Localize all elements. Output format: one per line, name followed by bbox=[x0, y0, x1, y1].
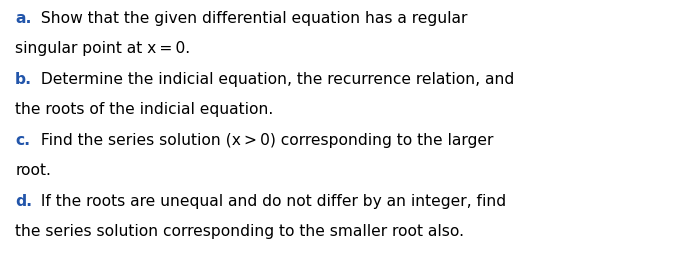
Text: singular point at x = 0.: singular point at x = 0. bbox=[15, 41, 191, 56]
Text: root.: root. bbox=[15, 163, 51, 178]
Text: Determine the indicial equation, the recurrence relation, and: Determine the indicial equation, the rec… bbox=[36, 72, 514, 87]
Text: c.: c. bbox=[15, 133, 30, 148]
Text: If the roots are unequal and do not differ by an integer, find: If the roots are unequal and do not diff… bbox=[36, 194, 506, 209]
Text: Show that the given differential equation has a regular: Show that the given differential equatio… bbox=[36, 11, 467, 26]
Text: b.: b. bbox=[15, 72, 32, 87]
Text: Find the series solution (x > 0) corresponding to the larger: Find the series solution (x > 0) corresp… bbox=[36, 133, 493, 148]
Text: d.: d. bbox=[15, 194, 32, 209]
Text: the roots of the indicial equation.: the roots of the indicial equation. bbox=[15, 102, 273, 117]
Text: the series solution corresponding to the smaller root also.: the series solution corresponding to the… bbox=[15, 224, 464, 239]
Text: a.: a. bbox=[15, 11, 32, 26]
